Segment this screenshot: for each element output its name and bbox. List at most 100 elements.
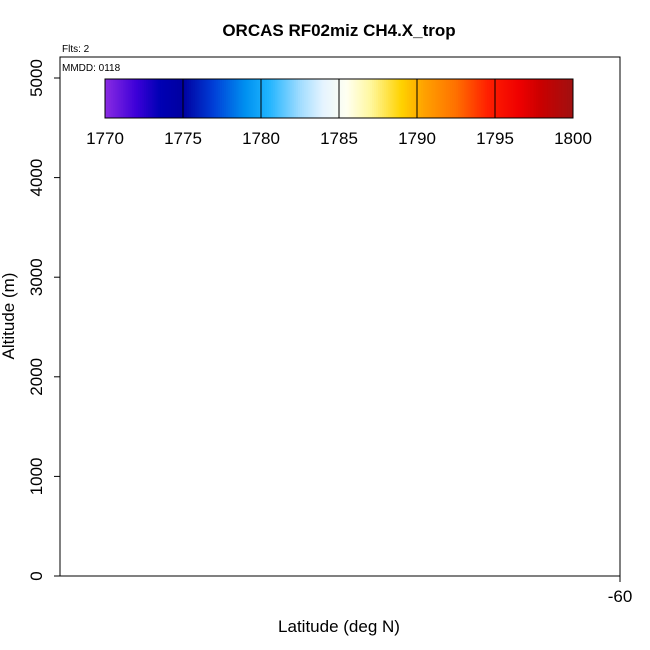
colorbar-segment bbox=[212, 79, 215, 118]
colorbar-segment bbox=[456, 79, 459, 118]
colorbar-segment bbox=[378, 79, 381, 118]
colorbar-segment bbox=[379, 79, 383, 118]
colorbar-segment bbox=[218, 79, 221, 118]
colorbar-segment bbox=[534, 79, 537, 118]
colorbar-segment bbox=[138, 79, 141, 118]
colorbar-segment bbox=[413, 79, 416, 118]
colorbar-segment bbox=[247, 79, 250, 118]
colorbar-segment bbox=[142, 79, 145, 118]
colorbar-segment bbox=[337, 79, 340, 118]
colorbar-segment bbox=[278, 79, 281, 118]
colorbar-segment bbox=[122, 79, 125, 118]
y-tick-label: 2000 bbox=[27, 358, 46, 396]
colorbar-segment bbox=[364, 79, 367, 118]
colorbar-segment bbox=[192, 79, 196, 118]
colorbar-tick-label: 1800 bbox=[554, 129, 592, 148]
colorbar-segment bbox=[200, 79, 203, 118]
date-note: MMDD: 0118 bbox=[62, 63, 121, 74]
y-tick-label: 4000 bbox=[27, 159, 46, 197]
colorbar-segment bbox=[284, 79, 287, 118]
colorbar-segment bbox=[385, 79, 389, 118]
colorbar-segment bbox=[395, 79, 398, 118]
colorbar-segment bbox=[223, 79, 227, 118]
colorbar-segment bbox=[547, 79, 550, 118]
colorbar-segment bbox=[487, 79, 490, 118]
colorbar-segment bbox=[403, 79, 406, 118]
colorbar-segment bbox=[409, 79, 412, 118]
colorbar-segment bbox=[541, 79, 545, 118]
y-tick-label: 1000 bbox=[27, 457, 46, 495]
colorbar-segment bbox=[108, 79, 112, 118]
colorbar-segment bbox=[342, 79, 346, 118]
colorbar-segment bbox=[465, 79, 469, 118]
colorbar-segment bbox=[418, 79, 422, 118]
colorbar-segment bbox=[181, 79, 184, 118]
colorbar-segment bbox=[301, 79, 305, 118]
x-tick-label: -60 bbox=[608, 587, 633, 606]
colorbar-segment bbox=[407, 79, 410, 118]
colorbar-segment bbox=[502, 79, 506, 118]
colorbar-segment bbox=[313, 79, 316, 118]
colorbar-segment bbox=[417, 79, 420, 118]
colorbar-segment bbox=[510, 79, 513, 118]
plot-frame bbox=[59, 56, 621, 577]
colorbar-segment bbox=[280, 79, 283, 118]
colorbar-segment bbox=[106, 79, 110, 118]
colorbar-segment bbox=[348, 79, 352, 118]
colorbar-segment bbox=[370, 79, 373, 118]
colorbar-segment bbox=[163, 79, 166, 118]
colorbar-segment bbox=[514, 79, 517, 118]
colorbar-segment bbox=[155, 79, 159, 118]
colorbar-segment bbox=[557, 79, 560, 118]
colorbar-segment bbox=[288, 79, 291, 118]
colorbar-segment bbox=[440, 79, 443, 118]
colorbar-segment bbox=[325, 79, 328, 118]
colorbar-segment bbox=[430, 79, 433, 118]
colorbar-segment bbox=[483, 79, 486, 118]
colorbar-segment bbox=[149, 79, 153, 118]
colorbar-segment bbox=[522, 79, 525, 118]
colorbar-segment bbox=[491, 79, 494, 118]
y-tick-label: 0 bbox=[27, 571, 46, 580]
colorbar-segment bbox=[225, 79, 229, 118]
colorbar-segment bbox=[214, 79, 217, 118]
y-tick-label: 3000 bbox=[27, 258, 46, 296]
colorbar-segment bbox=[292, 79, 295, 118]
colorbar-segment bbox=[512, 79, 515, 118]
x-axis: -60 bbox=[608, 576, 633, 606]
colorbar-segment bbox=[504, 79, 508, 118]
colorbar-segment bbox=[508, 79, 511, 118]
colorbar-segment bbox=[526, 79, 529, 118]
colorbar-segment bbox=[354, 79, 357, 118]
colorbar-segment bbox=[222, 79, 225, 118]
colorbar-segment bbox=[434, 79, 437, 118]
colorbar-segment bbox=[436, 79, 439, 118]
colorbar-segment bbox=[432, 79, 435, 118]
colorbar-segment bbox=[128, 79, 131, 118]
colorbar-segment bbox=[537, 79, 541, 118]
colorbar-segment bbox=[110, 79, 114, 118]
colorbar-tick-label: 1790 bbox=[398, 129, 436, 148]
colorbar-segment bbox=[231, 79, 235, 118]
colorbar-segment bbox=[530, 79, 533, 118]
colorbar-tick-label: 1775 bbox=[164, 129, 202, 148]
colorbar-segment bbox=[495, 79, 498, 118]
colorbar-segment bbox=[261, 79, 264, 118]
chart-title: ORCAS RF02miz CH4.X_trop bbox=[222, 21, 455, 40]
colorbar-segment bbox=[454, 79, 457, 118]
colorbar-segment bbox=[555, 79, 558, 118]
colorbar-segment bbox=[216, 79, 219, 118]
colorbar-segment bbox=[448, 79, 451, 118]
colorbar-segment bbox=[535, 79, 539, 118]
colorbar-segment bbox=[237, 79, 240, 118]
colorbar-segment bbox=[177, 79, 180, 118]
colorbar-segment bbox=[383, 79, 387, 118]
colorbar-segment bbox=[346, 79, 350, 118]
colorbar-segment bbox=[307, 79, 311, 118]
colorbar-segment bbox=[105, 79, 108, 118]
colorbar-segment bbox=[344, 79, 348, 118]
colorbar-segment bbox=[391, 79, 394, 118]
colorbar-segment bbox=[477, 79, 480, 118]
colorbar-segment bbox=[171, 79, 174, 118]
colorbar-segment bbox=[532, 79, 535, 118]
